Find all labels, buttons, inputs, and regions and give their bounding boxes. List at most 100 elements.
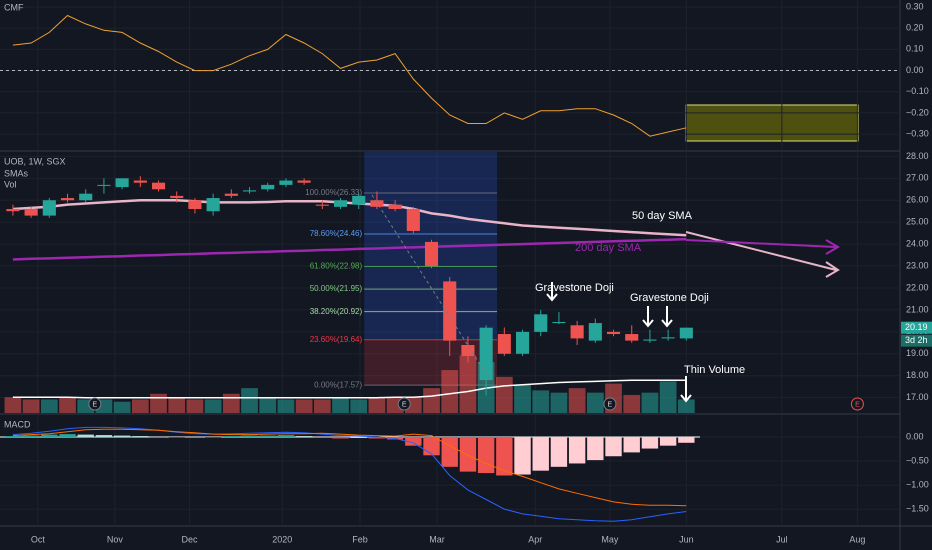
macd-line [12, 426, 687, 522]
legend-item: SMAs [4, 168, 29, 178]
macd-histogram [59, 434, 76, 438]
candle-body [515, 331, 530, 354]
macd-histogram [132, 436, 149, 438]
sma-200 [12, 237, 687, 261]
last-price: 20.19 [905, 322, 928, 332]
fib-label: 38.20%(20.92) [310, 307, 363, 316]
volume-bar [623, 394, 641, 413]
y-tick-label: 26.00 [906, 195, 929, 205]
cmf-line [12, 14, 687, 137]
y-tick-label: −0.10 [906, 86, 929, 96]
candle-body [497, 334, 511, 354]
macd-histogram [368, 437, 386, 439]
candle-body [643, 339, 657, 341]
earnings-marker [397, 397, 411, 411]
volume-bar [113, 401, 131, 413]
volume-bar [514, 384, 531, 413]
earnings-label: E [855, 401, 860, 408]
y-tick-label: −1.50 [906, 504, 929, 514]
earnings-marker [603, 397, 617, 411]
price-title: UOB, 1W, SGX [4, 156, 66, 166]
y-tick-label: 0.30 [906, 1, 924, 11]
macd-histogram [605, 437, 622, 457]
highlight-box [685, 104, 859, 142]
macd-histogram [678, 437, 695, 443]
candle-body [297, 180, 311, 183]
x-tick-label: May [601, 534, 619, 544]
macd-histogram [623, 437, 640, 453]
y-tick-label: 27.00 [906, 173, 929, 183]
macd-histogram [659, 437, 677, 446]
candle-body [279, 180, 293, 185]
volume-bar [168, 397, 186, 413]
candle-body [115, 178, 129, 188]
macd-histogram [641, 437, 659, 449]
x-tick-label: Nov [107, 534, 124, 544]
macd-histogram [350, 437, 367, 438]
volume-bar [659, 381, 677, 413]
candle-body [534, 314, 548, 332]
candle-body [661, 337, 675, 339]
macd-histogram [41, 434, 58, 438]
volume-bar [131, 399, 149, 413]
candle-body [679, 327, 693, 339]
countdown-tag [901, 334, 932, 347]
candle-body [352, 195, 366, 205]
x-tick-label: Apr [528, 534, 542, 544]
candle-body [625, 334, 639, 341]
volume-bar [586, 392, 604, 413]
volume-bar [313, 399, 331, 413]
volume-bar [368, 397, 386, 413]
candle-body [6, 209, 20, 212]
candle-body [570, 325, 584, 339]
volume-bar [40, 399, 58, 413]
volume-bar [459, 355, 477, 413]
earnings-marker [88, 397, 102, 411]
fib-label: 23.60%(19.64) [310, 335, 363, 344]
earnings-marker [850, 397, 864, 411]
candle-body [206, 198, 220, 212]
y-tick-label: 0.00 [906, 65, 924, 75]
candle-body [224, 193, 238, 196]
macd-histogram [223, 436, 240, 438]
candle-body [461, 345, 475, 356]
macd-histogram [4, 436, 22, 438]
volume-bar [150, 393, 167, 413]
candle-body [170, 195, 184, 199]
candle-body [315, 204, 329, 206]
volume-bar [59, 397, 76, 413]
macd-histogram [550, 437, 568, 467]
earnings-label: E [92, 401, 97, 408]
macd-title: MACD [4, 419, 31, 429]
macd-histogram [496, 437, 513, 476]
fib-label: 50.00%(21.95) [310, 284, 363, 293]
y-tick-label: −0.20 [906, 107, 929, 117]
macd-histogram [113, 435, 131, 438]
macd-histogram [168, 437, 185, 438]
candle-body [406, 209, 420, 231]
volume-bar [677, 399, 695, 413]
candle-body [42, 200, 56, 216]
macd-histogram [477, 437, 495, 474]
candle-body [261, 184, 275, 190]
volume-bar [441, 370, 459, 413]
candle-body [188, 200, 202, 210]
y-tick-label: −0.30 [906, 128, 929, 138]
x-tick-label: Jun [679, 534, 694, 544]
cmf-title: CMF [4, 2, 24, 12]
macd-line [12, 428, 687, 507]
candle-body [133, 180, 147, 183]
fib-trend-line [371, 194, 491, 381]
legend-item: Vol [4, 179, 17, 189]
candle-body [333, 200, 348, 207]
fib-label: 0.00%(17.57) [314, 380, 362, 389]
candle-body [479, 327, 493, 381]
candle-body [552, 321, 566, 324]
y-tick-label: 19.00 [906, 348, 929, 358]
macd-histogram [459, 437, 477, 472]
candle-body [443, 281, 457, 341]
y-tick-label: 17.00 [906, 392, 929, 402]
annotation: Gravestone Doji [630, 292, 709, 304]
fib-label: 61.80%(22.98) [310, 262, 363, 271]
